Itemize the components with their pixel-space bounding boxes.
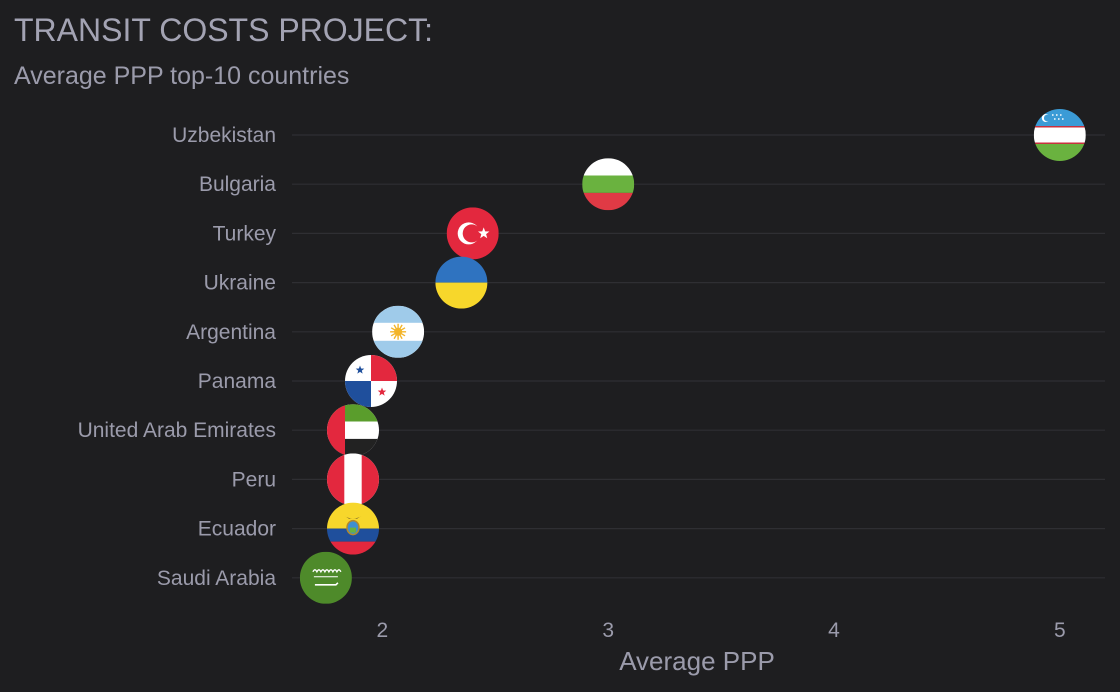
turkey-flag-point — [446, 207, 499, 260]
peru-flag-point — [327, 453, 379, 506]
ecuador-flag-point — [327, 502, 379, 555]
category-label: Saudi Arabia — [157, 567, 276, 590]
category-label: Ukraine — [204, 272, 276, 295]
x-axis-title: Average PPP — [619, 646, 775, 676]
category-label: Ecuador — [198, 518, 276, 541]
x-axis-ticks: 2 3 4 5 — [376, 619, 1065, 642]
uzbekistan-flag-point — [1033, 109, 1086, 161]
gridlines — [292, 134, 1105, 579]
category-labels: Uzbekistan Bulgaria Turkey Ukraine Argentina… — [78, 124, 277, 590]
category-label: Panama — [198, 370, 277, 393]
x-tick-label: 4 — [828, 619, 840, 642]
category-label: Bulgaria — [199, 173, 276, 196]
bulgaria-flag-point — [582, 158, 635, 211]
category-label: Peru — [232, 468, 276, 491]
argentina-flag-point — [372, 305, 425, 358]
ukraine-flag-point — [435, 256, 488, 309]
category-label: Uzbekistan — [172, 124, 276, 147]
uae-flag-point — [327, 404, 379, 457]
x-tick-label: 5 — [1054, 619, 1066, 642]
panama-flag-point — [345, 355, 397, 407]
chart-subtitle: Average PPP top-10 countries — [14, 62, 349, 90]
chart-title: TRANSIT COSTS PROJECT: — [14, 12, 433, 48]
category-label: Turkey — [213, 222, 277, 245]
category-label: United Arab Emirates — [78, 419, 276, 442]
category-label: Argentina — [186, 321, 276, 344]
x-tick-label: 2 — [376, 619, 388, 642]
saudi-arabia-flag-point — [299, 551, 352, 604]
data-points — [299, 109, 1086, 604]
x-tick-label: 3 — [602, 619, 614, 642]
